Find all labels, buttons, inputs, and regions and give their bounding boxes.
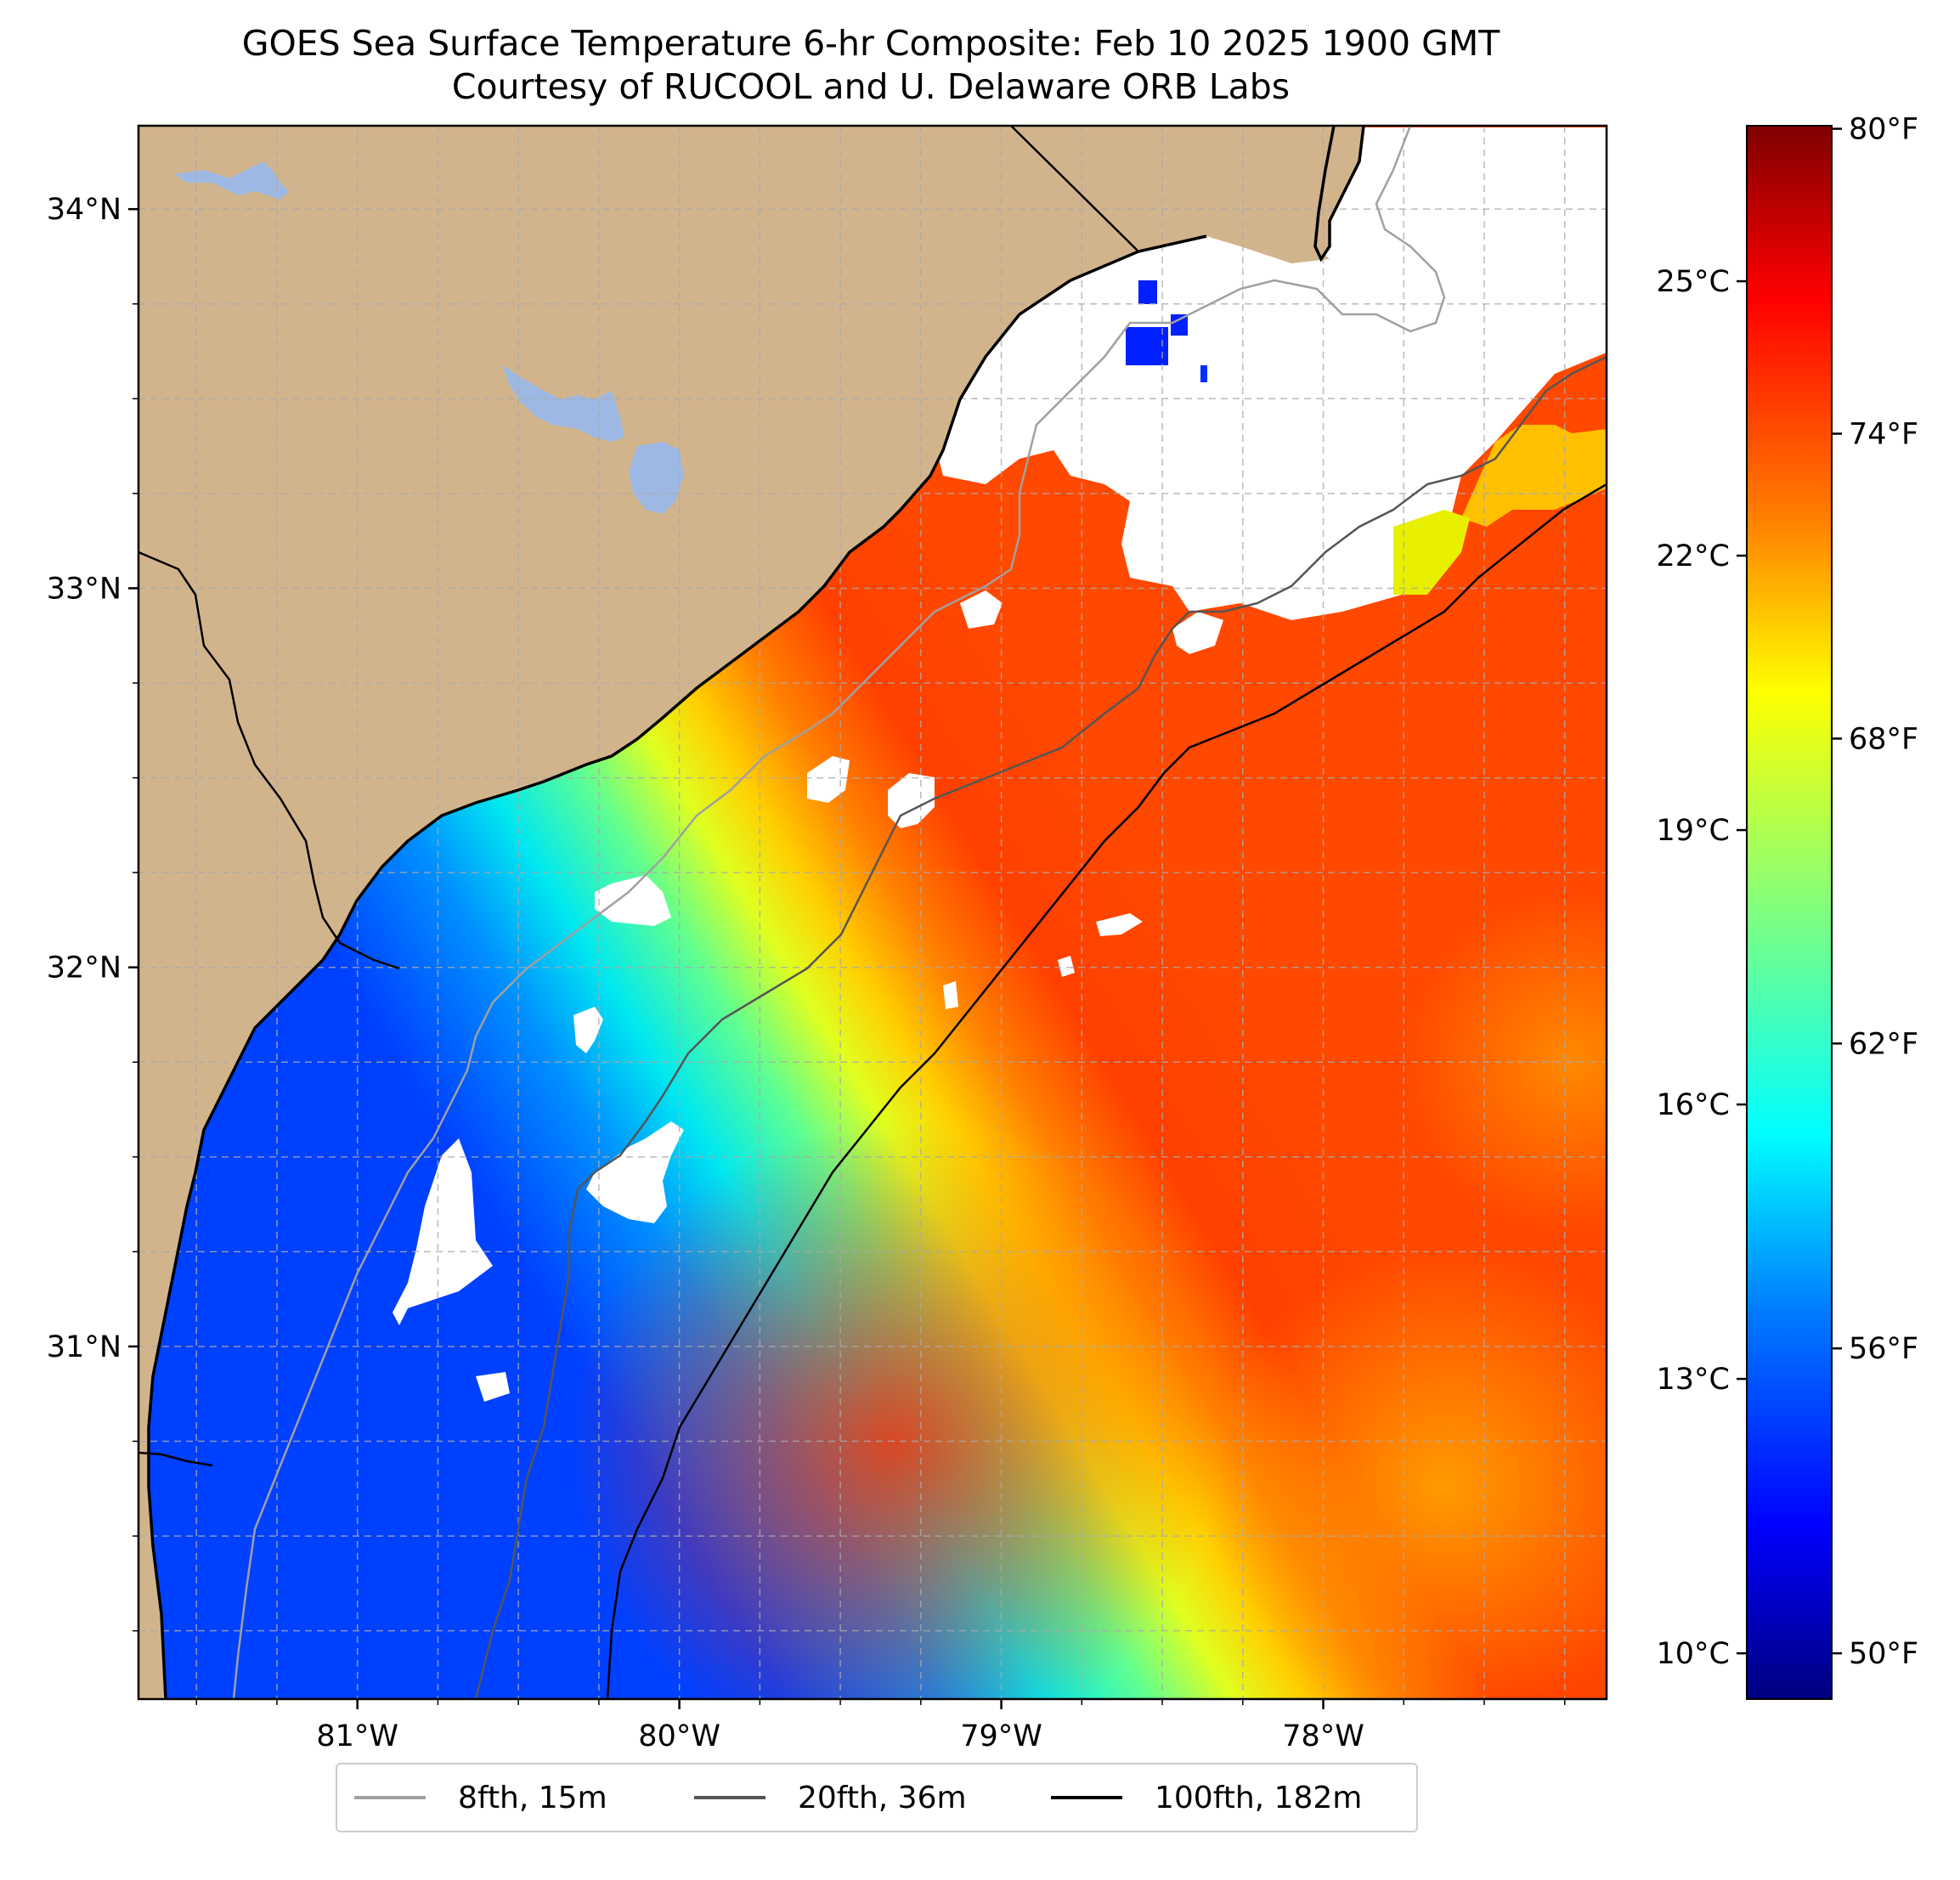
fahrenheit-tick-label: 68°F <box>1849 722 1918 756</box>
legend-label: 20fth, 36m <box>798 1780 967 1815</box>
legend-swatch <box>694 1796 765 1799</box>
no-data-patch <box>1172 612 1223 654</box>
legend-label: 100fth, 182m <box>1155 1780 1363 1815</box>
fahrenheit-tick-label: 56°F <box>1849 1332 1918 1366</box>
lon-tick-label: 78°W <box>1282 1719 1364 1753</box>
contour-100fth <box>606 483 1607 1699</box>
colorbar <box>1746 125 1833 1700</box>
lat-tick-label: 34°N <box>47 193 121 227</box>
fahrenheit-tick-label: 50°F <box>1849 1637 1918 1671</box>
contour-legend: 8fth, 15m 20fth, 36m 100fth, 182m <box>336 1763 1418 1832</box>
no-data-patch <box>573 1007 603 1053</box>
no-data-patch <box>476 1372 510 1402</box>
coastline <box>147 234 1207 1699</box>
lake-northwest <box>174 161 289 200</box>
fahrenheit-tick-label: 62°F <box>1849 1027 1918 1061</box>
cold-pixel-cluster <box>1138 280 1157 304</box>
legend-swatch <box>1051 1796 1122 1799</box>
legend-swatch <box>354 1796 426 1799</box>
no-data-patch <box>1058 956 1075 977</box>
lon-tick-label: 79°W <box>960 1719 1042 1753</box>
no-data-orange-edge <box>1461 425 1607 527</box>
no-data-patch <box>888 773 935 828</box>
map-axes: 34°N 33°N 32°N 31°N 81°W 80°W 79°W 78°W <box>47 193 1566 1753</box>
lon-tick-label: 81°W <box>316 1719 398 1753</box>
no-data-patch <box>960 590 1003 629</box>
legend-label: 8fth, 15m <box>458 1780 607 1815</box>
lat-tick-label: 32°N <box>47 951 121 985</box>
no-data-patch <box>393 1138 493 1325</box>
legend-item-8fth: 8fth, 15m <box>354 1764 607 1831</box>
lat-tick-label: 33°N <box>47 572 121 606</box>
fahrenheit-tick-label: 80°F <box>1849 113 1918 147</box>
celsius-tick-label: 10°C <box>1657 1637 1730 1671</box>
no-data-patch <box>1096 913 1143 936</box>
fahrenheit-tick-label: 74°F <box>1849 418 1918 452</box>
no-data-patch <box>586 1121 684 1223</box>
celsius-tick-label: 22°C <box>1657 539 1730 573</box>
celsius-tick-label: 19°C <box>1657 814 1730 848</box>
celsius-tick-label: 16°C <box>1657 1088 1730 1122</box>
legend-item-100fth: 100fth, 182m <box>1051 1764 1362 1831</box>
state-border-fl <box>138 1451 213 1467</box>
lon-tick-label: 80°W <box>638 1719 720 1753</box>
no-data-patch <box>807 756 850 803</box>
state-border <box>1010 126 1139 252</box>
no-data-north <box>935 127 1607 620</box>
contour-20fth <box>474 355 1607 1699</box>
state-border-ga <box>138 550 400 970</box>
celsius-tick-label: 25°C <box>1657 265 1730 299</box>
legend-item-20fth: 20fth, 36m <box>694 1764 967 1831</box>
no-data-patch <box>595 875 671 926</box>
celsius-tick-label: 13°C <box>1657 1363 1730 1397</box>
chart-subtitle: Courtesy of RUCOOL and U. Delaware ORB L… <box>451 66 1291 107</box>
no-data-yellow-edge <box>1393 510 1470 595</box>
cold-pixel-cluster <box>1126 327 1168 365</box>
lat-tick-label: 31°N <box>47 1330 121 1364</box>
cold-pixel-cluster <box>1200 365 1207 382</box>
lake-marion <box>503 365 624 442</box>
map-frame <box>137 124 1608 1701</box>
map-gridlines <box>138 126 1607 1699</box>
chart-title: GOES Sea Surface Temperature 6-hr Compos… <box>241 23 1500 64</box>
coastline-ne <box>1313 126 1365 263</box>
no-data-patch <box>943 981 958 1009</box>
cold-pixel-cluster <box>1171 314 1188 336</box>
lake-moultrie <box>629 442 684 514</box>
contour-8fth <box>232 126 1446 1699</box>
colorbar-ticks: 10°C 13°C 16°C 19°C 22°C 25°C 50°F 56°F 62°F 68°F… <box>1657 113 1919 1672</box>
